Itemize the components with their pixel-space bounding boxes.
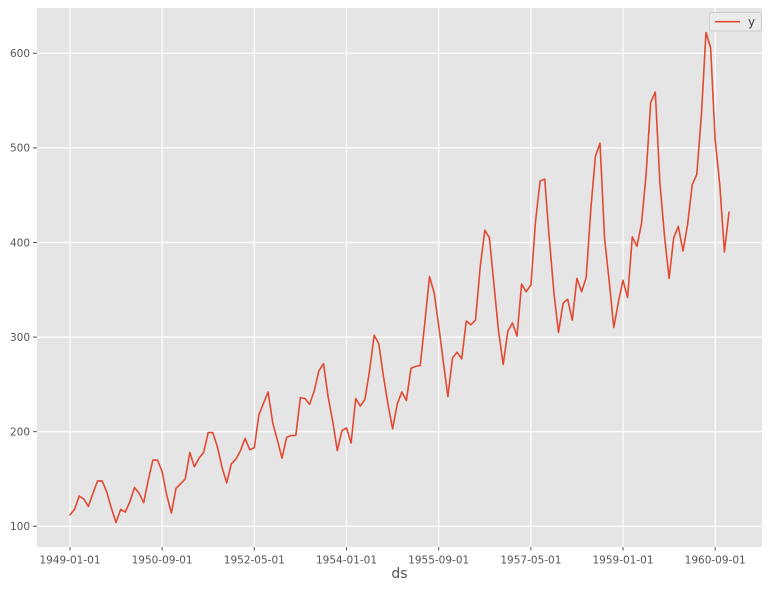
horizontal-gridlines — [37, 52, 762, 527]
x-tick-label: 1957-05-01 — [500, 555, 561, 567]
legend-label: y — [748, 15, 755, 29]
plot-area — [37, 8, 762, 547]
vertical-gridlines — [69, 8, 716, 547]
legend: y — [709, 12, 762, 32]
x-tick-label: 1960-09-01 — [685, 555, 746, 567]
y-tick-label: 200 — [10, 426, 30, 438]
y-tick-label: 400 — [10, 237, 30, 249]
x-tick-label: 1954-01-01 — [316, 555, 377, 567]
x-tick-label: 1959-01-01 — [592, 555, 653, 567]
series-line-y — [69, 31, 730, 524]
x-tick-label: 1955-09-01 — [408, 555, 469, 567]
y-tick-label: 100 — [10, 521, 30, 533]
y-tick-label: 600 — [10, 48, 30, 60]
y-tick-label: 300 — [10, 332, 30, 344]
x-tick-label: 1952-05-01 — [224, 555, 285, 567]
x-tick-labels: 1949-01-01 1950-09-01 1952-05-01 1954-01-01… — [39, 555, 745, 567]
x-axis-label: ds — [391, 566, 407, 582]
tick-marks — [33, 52, 716, 551]
x-tick-label: 1949-01-01 — [39, 555, 100, 567]
x-tick-label: 1950-09-01 — [132, 555, 193, 567]
y-tick-labels: 100 200 300 400 500 600 — [10, 48, 30, 533]
y-tick-label: 500 — [10, 143, 30, 155]
